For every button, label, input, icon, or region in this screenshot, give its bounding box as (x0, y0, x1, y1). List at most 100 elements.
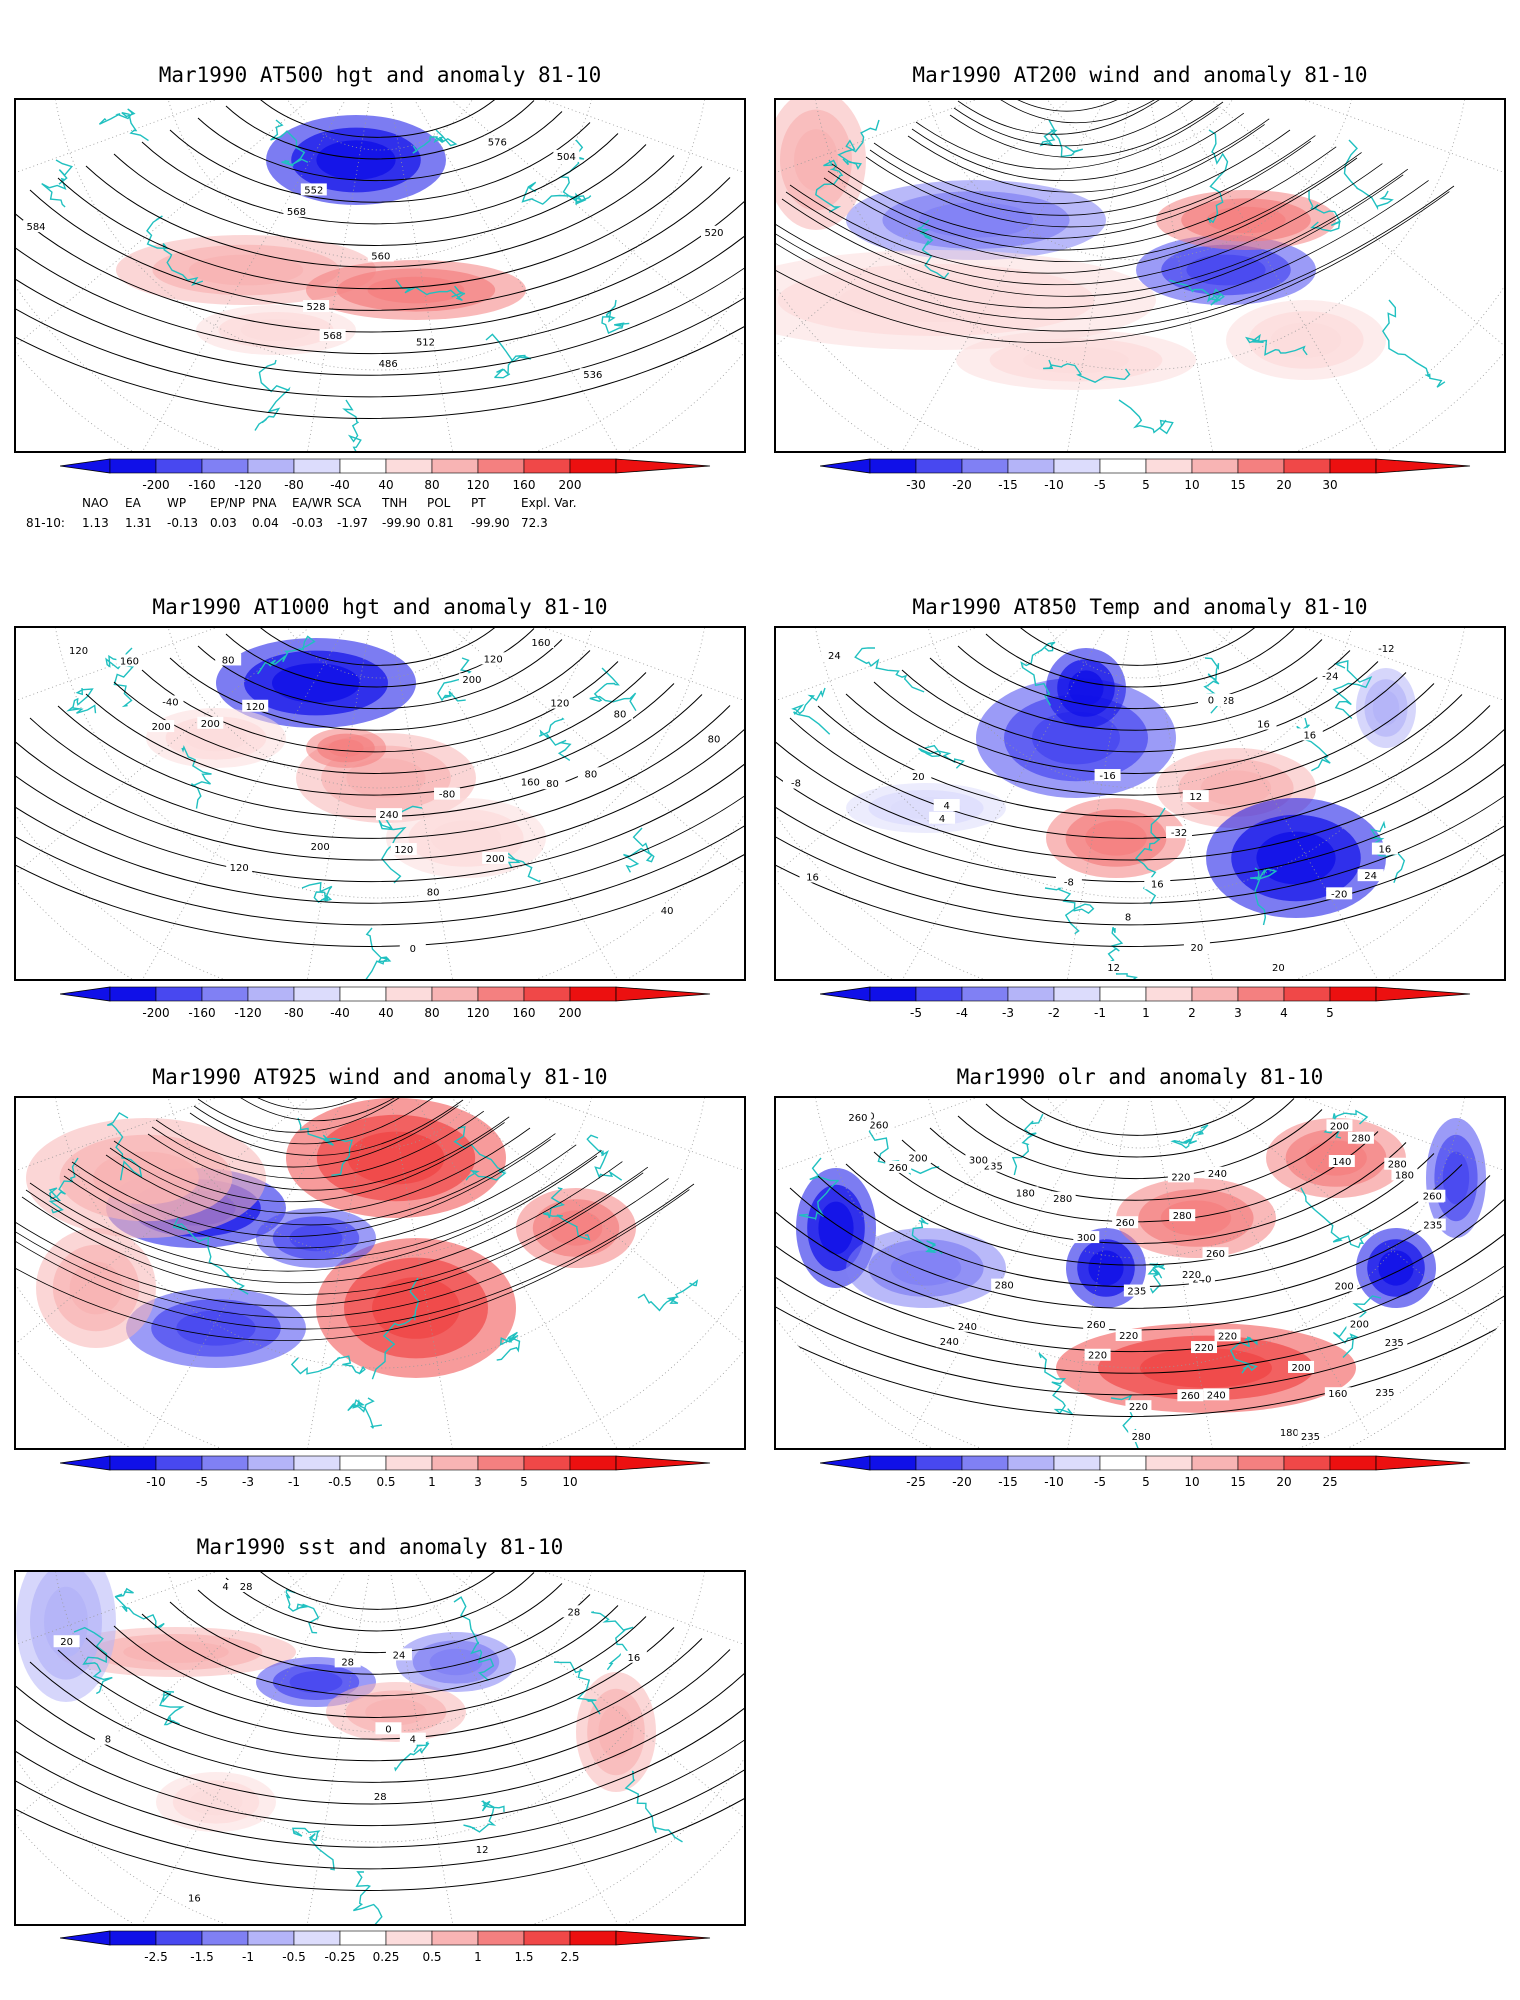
contour-label: 20 (1191, 943, 1204, 954)
colorbar-swatch (869, 458, 917, 474)
contour-label-bg (560, 1605, 587, 1618)
anomaly-shading (26, 1098, 636, 1378)
colorbar-label: 1 (428, 1475, 436, 1489)
colorbar-label: -3 (242, 1475, 254, 1489)
contour-label: 20 (912, 772, 925, 783)
contour-label-bg (283, 204, 310, 217)
contour-label: 220 (1129, 1402, 1148, 1413)
contour-label: -8 (1064, 878, 1074, 889)
contour-label-bg (1317, 669, 1344, 682)
contour-label-bg (484, 135, 511, 148)
anomaly-blob (93, 1151, 199, 1205)
contour-label: 16 (1257, 720, 1270, 731)
contour-label-bg (1328, 1155, 1355, 1168)
index-value: -1.97 (337, 516, 369, 530)
anomaly-blob (1270, 322, 1342, 358)
contour-label: 120 (394, 845, 413, 856)
index-row-label: 81-10: (26, 516, 65, 530)
contour-label: 235 (1375, 1388, 1394, 1399)
colorbar-swatch (385, 1930, 433, 1946)
contour-label-bg (936, 1335, 963, 1348)
coastlines (815, 119, 1446, 435)
colorbar-swatch (523, 1455, 571, 1471)
colorbar-label: 120 (466, 478, 490, 492)
contour-label-bg (865, 1118, 892, 1131)
contour-lines (16, 1572, 744, 1891)
colorbar-label: -10 (146, 1475, 166, 1489)
contour-label: 24 (828, 651, 841, 662)
anomaly-blob (316, 140, 396, 180)
contour-label-bg (1115, 1329, 1142, 1342)
contour-label: 200 (201, 719, 220, 730)
contour-label-bg (933, 799, 960, 812)
colorbar-swatch (477, 1455, 525, 1471)
colorbar-label: 20 (1276, 1475, 1292, 1489)
colorbar-swatch (1237, 458, 1285, 474)
contour-label: 16 (1303, 730, 1316, 741)
anomaly-blob (1378, 1250, 1414, 1286)
contour-label: 4 (939, 814, 945, 825)
colorbar-label: 10 (1184, 1475, 1200, 1489)
anomaly-blob (367, 276, 465, 304)
contour-label: 120 (230, 863, 249, 874)
contour-label: 120 (550, 699, 569, 710)
colorbar-label: 5 (1142, 1475, 1150, 1489)
colorbar-swatch (915, 458, 963, 474)
contour-label: 300 (1077, 1233, 1096, 1244)
map-frame: 160 80 80 -40 -80 0 40 80 120 200 160 240 200 200 200 2… (14, 626, 746, 981)
contour-label: 200 (1335, 1281, 1354, 1292)
contour-label: 180 (1280, 1428, 1299, 1439)
index-header: NAO (82, 496, 109, 510)
contour-label-bg (1288, 1360, 1315, 1373)
colorbar-swatch (109, 1930, 157, 1946)
contour-label-bg (157, 695, 184, 708)
contour-label-bg (1125, 1400, 1152, 1413)
colorbar-arrow-right (1375, 986, 1471, 1002)
index-header: PT (471, 496, 486, 510)
contour-label: 80 (614, 710, 627, 721)
contour-label-bg (399, 942, 426, 955)
colorbar-swatch (1145, 458, 1193, 474)
contour-label: 16 (627, 1653, 640, 1664)
contour-label-bg (469, 1842, 496, 1855)
colorbar-swatch (201, 1930, 249, 1946)
colorbar-swatch (247, 986, 295, 1002)
anomaly-blob (185, 724, 247, 752)
contour-label-bg (905, 1151, 932, 1164)
contour-lines (776, 628, 1504, 947)
colorbar-swatch (1053, 986, 1101, 1002)
colorbar: -30 -20 -15 -10 -5 5 10 15 20 30 (820, 458, 1474, 498)
contour-label: 260 (1206, 1249, 1225, 1260)
colorbar-label: -20 (952, 1475, 972, 1489)
panel-title: Mar1990 AT200 wind and anomaly 81-10 (912, 63, 1368, 87)
contour-label-bg (1112, 1216, 1139, 1229)
contour-label-bg (1182, 790, 1209, 803)
contour-label: 160 (521, 778, 540, 789)
map-canvas (776, 100, 1504, 451)
colorbar-swatch (201, 986, 249, 1002)
colorbar-swatch (109, 458, 157, 474)
contour-label: 160 (1328, 1389, 1347, 1400)
index-value: 0.03 (210, 516, 237, 530)
index-value: -0.03 (292, 516, 324, 530)
index-value: -0.13 (167, 516, 199, 530)
colorbar-swatch (1145, 1455, 1193, 1471)
contour-label-bg (197, 716, 224, 729)
contour-label-bg (233, 1580, 260, 1592)
contour-label: 220 (1218, 1331, 1237, 1342)
anomaly-shading (116, 115, 526, 355)
map-frame (14, 1096, 746, 1450)
colorbar-arrow-right (615, 1930, 711, 1946)
contour-label: 220 (1171, 1172, 1190, 1183)
contour-label-bg (517, 775, 544, 788)
anomaly-blob (918, 202, 1034, 238)
contour-label-bg (116, 654, 143, 667)
colorbar-swatches (820, 1455, 1471, 1471)
colorbar-label: -30 (906, 478, 926, 492)
index-value: 1.13 (82, 516, 109, 530)
index-header: SCA (337, 496, 362, 510)
colorbar-swatch (1329, 458, 1377, 474)
contour-label-bg (375, 1722, 402, 1735)
colorbar-arrow-left (820, 458, 871, 474)
colorbar-label: -4 (956, 1006, 968, 1020)
